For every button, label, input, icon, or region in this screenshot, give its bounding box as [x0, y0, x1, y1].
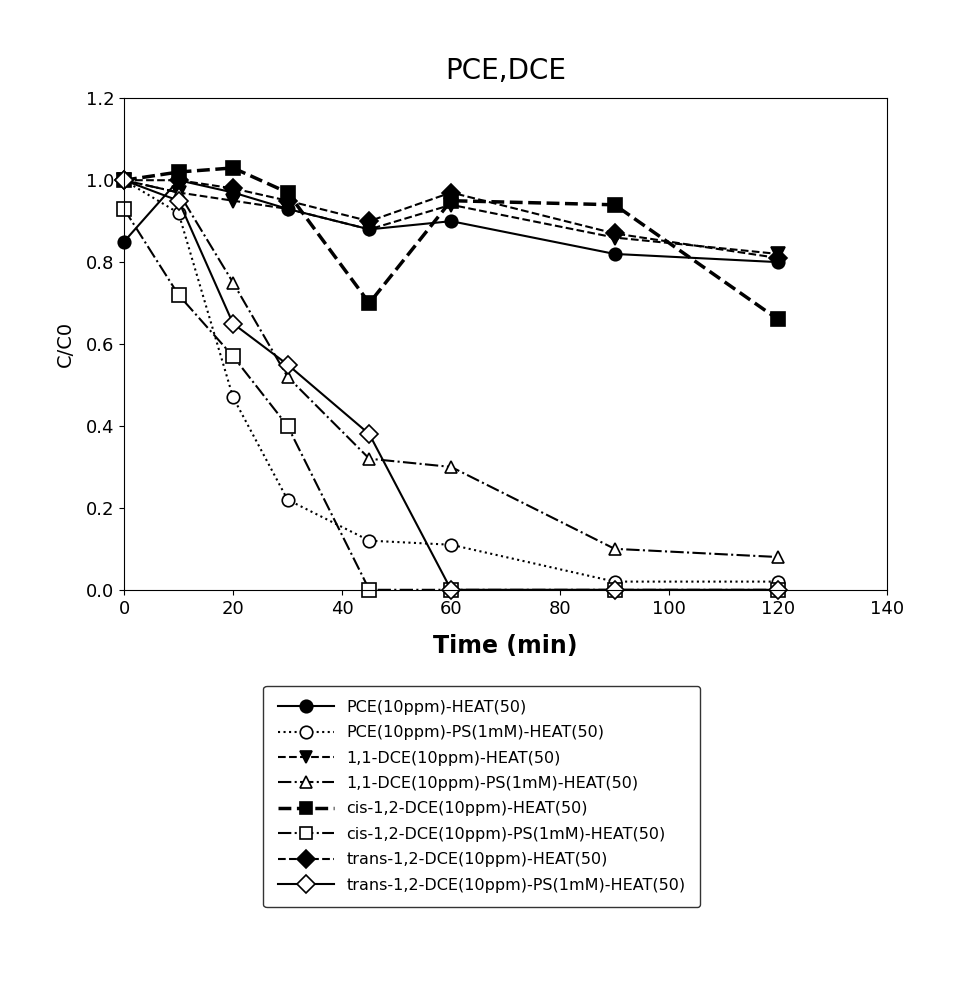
Legend: PCE(10ppm)-HEAT(50), PCE(10ppm)-PS(1mM)-HEAT(50), 1,1-DCE(10ppm)-HEAT(50), 1,1-D: PCE(10ppm)-HEAT(50), PCE(10ppm)-PS(1mM)-… [263, 685, 700, 907]
Title: PCE,DCE: PCE,DCE [445, 57, 565, 85]
Y-axis label: C/C0: C/C0 [55, 321, 74, 367]
X-axis label: Time (min): Time (min) [433, 634, 578, 659]
